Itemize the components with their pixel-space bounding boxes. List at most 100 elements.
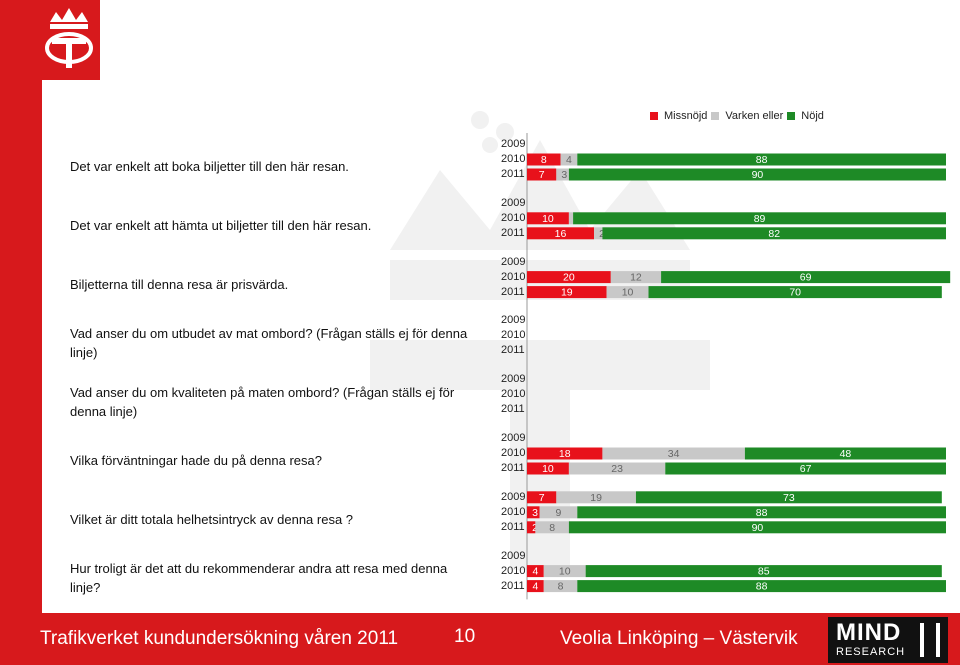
crown-t-logo-icon [38, 0, 100, 80]
data-label: 10 [622, 287, 634, 299]
data-label: 7 [539, 492, 545, 504]
data-label: 69 [800, 272, 812, 284]
question-label: Biljetterna till denna resa är prisvärda… [70, 276, 289, 292]
bar-segment-varken-eller [602, 447, 745, 460]
footer-title: Trafikverket kundundersökning våren 2011 [40, 628, 399, 649]
year-label: 2010 [501, 211, 526, 224]
year-label: 2010 [501, 270, 526, 283]
year-label: 2009 [501, 373, 526, 386]
legend-swatch-missnojd [650, 112, 658, 120]
question-label: Vilka förväntningar hade du på denna res… [70, 453, 323, 468]
data-label: 82 [768, 228, 780, 240]
question-label: Vilket är ditt totala helhetsintryck av … [70, 511, 354, 527]
bar-segment-missnöjd [527, 506, 540, 519]
year-label: 2011 [501, 226, 525, 239]
data-label: 88 [756, 154, 768, 166]
year-label: 2011 [501, 344, 525, 357]
bar-segment-missnöjd [527, 212, 569, 225]
bar-segment-missnöjd [527, 580, 544, 593]
bar-segment-varken-eller [535, 521, 569, 534]
bar-segment-nöjd [577, 580, 946, 593]
bar-segment-missnöjd [527, 491, 557, 504]
data-label: 3 [532, 507, 538, 519]
year-label: 2010 [501, 447, 526, 459]
bar-segment-varken-eller [568, 462, 666, 475]
logo-mark-icon [920, 623, 940, 657]
bar-segment-nöjd [648, 286, 942, 299]
bar-segment-missnöjd [527, 447, 603, 460]
data-label: 48 [840, 448, 852, 460]
data-label: 2 [532, 522, 538, 534]
data-label: 10 [542, 463, 554, 475]
year-label: 2009 [501, 196, 526, 209]
data-label: 19 [590, 492, 602, 504]
year-label: 2011 [501, 462, 525, 474]
bar-segment-nöjd [568, 521, 946, 534]
bar-segment-varken-eller [543, 580, 578, 593]
year-label: 2010 [501, 564, 526, 577]
mind-research-logo: MIND RESEARCH [828, 617, 948, 663]
data-label: 88 [756, 581, 768, 593]
data-label: 8 [549, 522, 555, 534]
bar-segment-nöjd [665, 462, 946, 475]
legend: Missnöjd Varken eller Nöjd [650, 110, 824, 122]
year-label: 2011 [501, 579, 525, 592]
bar-segment-varken-eller [543, 565, 586, 578]
bar-segment-varken-eller [560, 153, 578, 166]
data-label: 90 [752, 522, 764, 534]
data-label: 18 [559, 448, 571, 460]
bar-segment-nöjd [573, 212, 946, 225]
bar-segment-nöjd [602, 227, 946, 240]
bar-segment-varken-eller [568, 212, 574, 225]
data-label: 67 [800, 463, 812, 475]
data-label: 70 [789, 287, 801, 299]
bar-segment-missnöjd [527, 286, 607, 299]
data-label: 4 [532, 566, 538, 578]
bar-segment-nöjd [577, 506, 946, 519]
year-label: 2009 [501, 490, 526, 503]
logo-text-research: RESEARCH [836, 646, 906, 658]
data-label: 4 [532, 581, 538, 593]
question-label: Vad anser du om utbudet av mat ombord? (… [70, 325, 468, 360]
left-red-band [0, 0, 42, 613]
bar-segment-varken-eller [594, 227, 603, 240]
bar-segment-varken-eller [556, 168, 569, 181]
bar-segment-missnöjd [527, 565, 544, 578]
data-label: 8 [541, 154, 547, 166]
year-label: 2011 [501, 520, 525, 533]
bar-segment-varken-eller [556, 491, 636, 504]
bar-segment-nöjd [635, 491, 942, 504]
bar-segment-missnöjd [527, 462, 569, 475]
legend-label-nojd: Nöjd [801, 110, 824, 122]
legend-swatch-varken [711, 112, 720, 120]
year-label: 2010 [501, 329, 526, 342]
bar-segment-missnöjd [527, 168, 557, 181]
data-label: 85 [758, 566, 770, 578]
data-label: 89 [754, 213, 766, 225]
page-number: 10 [454, 626, 476, 647]
year-label: 2009 [501, 549, 526, 562]
data-label: 8 [558, 581, 564, 593]
year-label: 2011 [501, 168, 525, 180]
bar-segment-nöjd [585, 565, 942, 578]
data-label: 23 [611, 463, 623, 475]
bar-segment-varken-eller [610, 271, 662, 284]
bar-segment-nöjd [744, 447, 946, 460]
data-label: 34 [668, 448, 680, 460]
bar-segment-missnöjd [527, 521, 536, 534]
data-label: 19 [561, 287, 573, 299]
year-label: 2009 [501, 255, 526, 268]
stacked-bar-chart: 8488739010189162822012691910701834481023… [526, 133, 951, 600]
data-label: 3 [561, 169, 567, 181]
question-label: Det var enkelt att boka biljetter till d… [70, 159, 349, 174]
data-label: 4 [566, 154, 572, 166]
year-label: 2011 [501, 285, 525, 298]
year-label: 2010 [501, 388, 526, 401]
question-label: Det var enkelt att hämta ut biljetter ti… [70, 217, 372, 233]
bar-segment-missnöjd [527, 153, 561, 166]
year-label: 2009 [501, 314, 526, 327]
bar-segment-missnöjd [527, 227, 595, 240]
data-label: 7 [539, 169, 545, 181]
data-label: 90 [752, 169, 764, 181]
year-label: 2010 [501, 505, 526, 518]
